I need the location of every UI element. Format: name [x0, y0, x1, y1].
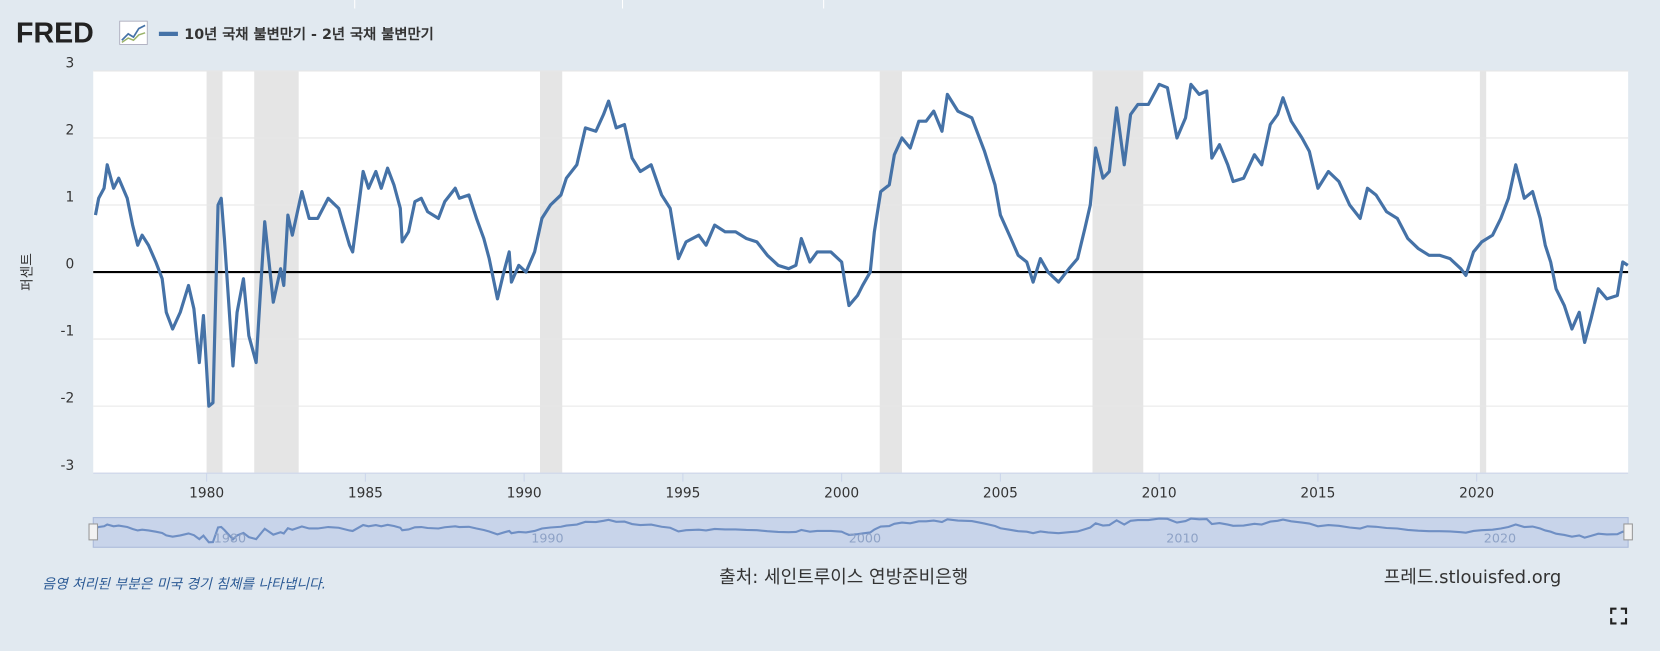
x-tick-label: 2000 [824, 485, 859, 501]
navigator-tick-label: 2000 [849, 530, 881, 545]
y-axis-label: 퍼센트 [20, 253, 36, 291]
y-tick-label: -3 [60, 458, 74, 474]
x-tick-label: 1980 [189, 485, 224, 501]
logo[interactable]: FRED [16, 17, 94, 49]
y-tick-label: 2 [65, 123, 74, 139]
x-tick-label: 2020 [1459, 485, 1494, 501]
x-tick-label: 1995 [665, 485, 700, 501]
y-tick-label: -2 [60, 391, 74, 407]
x-tick-label: 2005 [983, 485, 1018, 501]
x-tick-label: 1985 [348, 485, 383, 501]
fullscreen-button[interactable] [1610, 607, 1628, 625]
navigator-tick-label: 1980 [214, 530, 246, 545]
navigator-tick-label: 2010 [1166, 530, 1198, 545]
y-tick-label: 3 [65, 56, 74, 72]
legend-label[interactable]: 10년 국채 불변만기 - 2년 국채 불변만기 [184, 26, 434, 43]
navigator-line [95, 517, 1628, 544]
y-tick-label: 1 [65, 190, 74, 206]
navigator-handle[interactable] [1623, 523, 1633, 541]
logo-icon [119, 20, 148, 45]
recession-note: 음영 처리된 부분은 미국 경기 침체를 나타냅니다. [42, 576, 326, 592]
site-link[interactable]: 프레드.stlouisfed.org [1384, 567, 1562, 588]
navigator-handle[interactable] [88, 523, 99, 541]
navigator-tick-label: 1990 [531, 530, 563, 545]
y-tick-label: 0 [65, 257, 74, 273]
y-tick-label: -1 [60, 324, 74, 340]
source: 출처: 세인트루이스 연방준비은행 [719, 567, 968, 588]
series-line [93, 82, 1629, 408]
x-tick-label: 2010 [1142, 485, 1177, 501]
navigator-tick-label: 2020 [1484, 530, 1516, 545]
x-tick-label: 1990 [507, 485, 542, 501]
x-tick-label: 2015 [1300, 485, 1335, 501]
